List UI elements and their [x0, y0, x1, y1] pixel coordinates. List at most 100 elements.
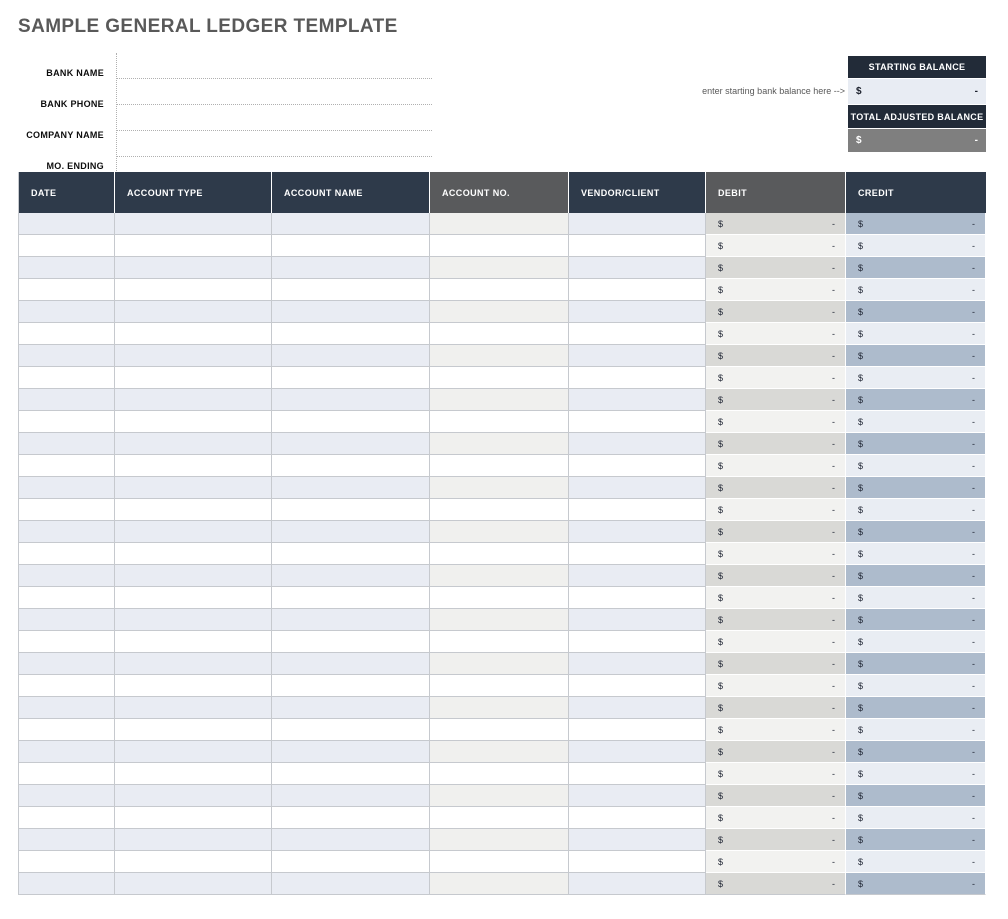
- cell-account-no[interactable]: [430, 785, 569, 807]
- cell-date[interactable]: [18, 477, 115, 499]
- money-cell-credit[interactable]: $ -: [846, 521, 986, 543]
- money-cell-debit[interactable]: $ -: [706, 477, 846, 499]
- cell-account-name[interactable]: [272, 653, 430, 675]
- bank-name-input[interactable]: [117, 53, 432, 79]
- cell-vendor-client[interactable]: [569, 367, 706, 389]
- cell-account-type[interactable]: [115, 257, 272, 279]
- cell-date[interactable]: [18, 433, 115, 455]
- cell-account-no[interactable]: [430, 719, 569, 741]
- cell-date[interactable]: [18, 345, 115, 367]
- cell-account-type[interactable]: [115, 851, 272, 873]
- cell-date[interactable]: [18, 609, 115, 631]
- cell-account-name[interactable]: [272, 367, 430, 389]
- cell-account-no[interactable]: [430, 411, 569, 433]
- cell-account-name[interactable]: [272, 411, 430, 433]
- cell-account-no[interactable]: [430, 477, 569, 499]
- cell-account-no[interactable]: [430, 741, 569, 763]
- money-cell-credit[interactable]: $ -: [846, 499, 986, 521]
- cell-account-no[interactable]: [430, 499, 569, 521]
- cell-vendor-client[interactable]: [569, 433, 706, 455]
- cell-account-type[interactable]: [115, 653, 272, 675]
- cell-account-name[interactable]: [272, 433, 430, 455]
- money-cell-debit[interactable]: $ -: [706, 433, 846, 455]
- cell-account-no[interactable]: [430, 345, 569, 367]
- cell-account-no[interactable]: [430, 631, 569, 653]
- money-cell-credit[interactable]: $ -: [846, 741, 986, 763]
- money-cell-credit[interactable]: $ -: [846, 323, 986, 345]
- cell-account-no[interactable]: [430, 609, 569, 631]
- cell-account-name[interactable]: [272, 543, 430, 565]
- cell-account-no[interactable]: [430, 763, 569, 785]
- cell-vendor-client[interactable]: [569, 389, 706, 411]
- cell-account-name[interactable]: [272, 873, 430, 895]
- money-cell-debit[interactable]: $ -: [706, 213, 846, 235]
- cell-account-name[interactable]: [272, 323, 430, 345]
- cell-date[interactable]: [18, 235, 115, 257]
- cell-vendor-client[interactable]: [569, 851, 706, 873]
- money-cell-debit[interactable]: $ -: [706, 499, 846, 521]
- cell-account-name[interactable]: [272, 587, 430, 609]
- money-cell-debit[interactable]: $ -: [706, 455, 846, 477]
- cell-date[interactable]: [18, 389, 115, 411]
- money-cell-credit[interactable]: $ -: [846, 873, 986, 895]
- money-cell-debit[interactable]: $ -: [706, 389, 846, 411]
- cell-date[interactable]: [18, 763, 115, 785]
- money-cell-debit[interactable]: $ -: [706, 807, 846, 829]
- cell-account-name[interactable]: [272, 631, 430, 653]
- money-cell-credit[interactable]: $ -: [846, 367, 986, 389]
- cell-date[interactable]: [18, 741, 115, 763]
- cell-account-no[interactable]: [430, 653, 569, 675]
- cell-account-name[interactable]: [272, 829, 430, 851]
- cell-account-type[interactable]: [115, 345, 272, 367]
- money-cell-debit[interactable]: $ -: [706, 653, 846, 675]
- cell-date[interactable]: [18, 279, 115, 301]
- cell-date[interactable]: [18, 851, 115, 873]
- cell-vendor-client[interactable]: [569, 565, 706, 587]
- cell-account-no[interactable]: [430, 213, 569, 235]
- cell-vendor-client[interactable]: [569, 411, 706, 433]
- money-cell-credit[interactable]: $ -: [846, 213, 986, 235]
- cell-account-type[interactable]: [115, 477, 272, 499]
- cell-account-no[interactable]: [430, 367, 569, 389]
- money-cell-credit[interactable]: $ -: [846, 389, 986, 411]
- cell-date[interactable]: [18, 565, 115, 587]
- money-cell-credit[interactable]: $ -: [846, 543, 986, 565]
- cell-account-name[interactable]: [272, 279, 430, 301]
- cell-account-no[interactable]: [430, 521, 569, 543]
- cell-vendor-client[interactable]: [569, 829, 706, 851]
- cell-account-name[interactable]: [272, 301, 430, 323]
- cell-vendor-client[interactable]: [569, 785, 706, 807]
- money-cell-credit[interactable]: $ -: [846, 829, 986, 851]
- cell-date[interactable]: [18, 785, 115, 807]
- cell-account-no[interactable]: [430, 675, 569, 697]
- cell-account-type[interactable]: [115, 829, 272, 851]
- cell-account-name[interactable]: [272, 521, 430, 543]
- cell-account-name[interactable]: [272, 499, 430, 521]
- cell-account-no[interactable]: [430, 433, 569, 455]
- cell-account-name[interactable]: [272, 741, 430, 763]
- cell-date[interactable]: [18, 455, 115, 477]
- company-name-input[interactable]: [117, 105, 432, 131]
- cell-account-no[interactable]: [430, 235, 569, 257]
- cell-account-no[interactable]: [430, 389, 569, 411]
- cell-date[interactable]: [18, 631, 115, 653]
- money-cell-credit[interactable]: $ -: [846, 477, 986, 499]
- cell-vendor-client[interactable]: [569, 455, 706, 477]
- cell-date[interactable]: [18, 521, 115, 543]
- cell-account-type[interactable]: [115, 213, 272, 235]
- cell-account-no[interactable]: [430, 697, 569, 719]
- cell-vendor-client[interactable]: [569, 543, 706, 565]
- cell-vendor-client[interactable]: [569, 345, 706, 367]
- cell-account-type[interactable]: [115, 741, 272, 763]
- money-cell-debit[interactable]: $ -: [706, 873, 846, 895]
- money-cell-debit[interactable]: $ -: [706, 851, 846, 873]
- cell-account-type[interactable]: [115, 521, 272, 543]
- cell-account-type[interactable]: [115, 785, 272, 807]
- cell-account-type[interactable]: [115, 565, 272, 587]
- money-cell-credit[interactable]: $ -: [846, 235, 986, 257]
- cell-account-name[interactable]: [272, 697, 430, 719]
- cell-account-name[interactable]: [272, 389, 430, 411]
- cell-vendor-client[interactable]: [569, 807, 706, 829]
- money-cell-credit[interactable]: $ -: [846, 763, 986, 785]
- money-cell-credit[interactable]: $ -: [846, 565, 986, 587]
